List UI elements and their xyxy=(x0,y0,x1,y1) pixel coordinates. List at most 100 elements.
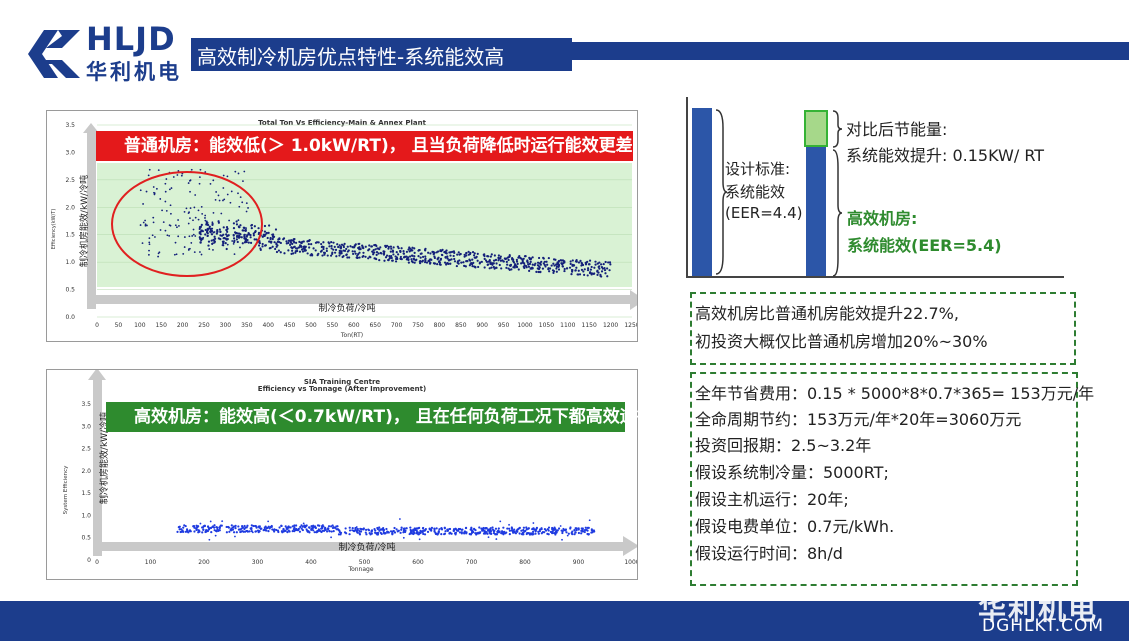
y-tick-label: 3.5 xyxy=(81,401,91,408)
data-point xyxy=(557,265,560,268)
data-point xyxy=(193,251,196,253)
data-point xyxy=(199,241,202,244)
data-point xyxy=(601,267,604,270)
data-point xyxy=(338,244,341,247)
data-point xyxy=(198,176,201,179)
data-point xyxy=(405,255,408,258)
data-point xyxy=(334,248,338,251)
data-point xyxy=(159,229,162,231)
data-point xyxy=(353,529,356,533)
data-point xyxy=(337,533,341,536)
data-point xyxy=(175,253,178,256)
data-point xyxy=(239,528,242,531)
data-point xyxy=(346,245,349,248)
data-point xyxy=(536,267,539,270)
data-point xyxy=(199,233,202,236)
data-point xyxy=(206,234,209,238)
data-point xyxy=(504,532,507,535)
data-point xyxy=(494,258,497,262)
data-point xyxy=(177,526,180,529)
data-point xyxy=(436,263,439,266)
data-point xyxy=(376,528,380,531)
data-point xyxy=(274,247,277,251)
data-point xyxy=(300,248,304,251)
data-point xyxy=(204,219,207,222)
data-point xyxy=(346,250,349,253)
data-point xyxy=(264,244,267,247)
data-point xyxy=(239,246,241,249)
data-point xyxy=(267,530,270,533)
data-point xyxy=(182,252,185,255)
x-tick-label: 450 xyxy=(284,322,296,329)
data-point xyxy=(261,242,264,246)
data-point xyxy=(560,529,563,532)
data-point xyxy=(287,241,290,245)
data-point xyxy=(372,251,375,254)
data-point xyxy=(339,531,343,534)
data-point xyxy=(391,531,394,535)
data-point xyxy=(593,266,596,269)
y-tick-label: 1.5 xyxy=(81,490,91,497)
data-point xyxy=(298,530,302,533)
chart-before: Total Ton Vs Efficiency-Main & Annex Pla… xyxy=(51,119,645,339)
data-point xyxy=(298,240,301,243)
data-point xyxy=(552,270,556,273)
data-point xyxy=(429,252,432,255)
calc-line: 假设运行时间：8h/d xyxy=(695,544,843,563)
data-point xyxy=(421,255,425,258)
x-tick-label: 600 xyxy=(348,322,360,329)
data-point xyxy=(234,527,237,530)
data-point xyxy=(169,204,172,207)
data-point xyxy=(386,258,390,262)
data-point xyxy=(289,239,292,242)
data-point xyxy=(565,531,568,534)
data-point xyxy=(522,257,525,260)
data-point xyxy=(339,246,342,249)
data-point xyxy=(495,538,498,540)
x-tick-label: 1250 xyxy=(624,322,637,329)
data-point xyxy=(176,174,179,176)
data-point xyxy=(187,222,190,225)
data-point xyxy=(200,229,203,232)
data-point xyxy=(245,526,248,529)
data-point xyxy=(225,226,229,229)
data-point xyxy=(230,527,233,530)
data-point xyxy=(458,527,462,531)
data-point xyxy=(225,247,228,251)
data-point xyxy=(523,266,526,270)
data-point xyxy=(276,240,279,243)
data-point xyxy=(386,530,390,534)
data-point xyxy=(239,224,242,227)
data-point xyxy=(494,533,497,536)
data-point xyxy=(236,240,239,244)
data-point xyxy=(198,226,202,229)
data-point xyxy=(289,526,292,529)
data-point xyxy=(178,225,180,227)
data-point xyxy=(410,248,413,251)
data-point xyxy=(543,260,546,263)
data-point xyxy=(295,524,298,527)
data-point xyxy=(468,252,472,256)
chart-after-ylabel-en: System Efficiency xyxy=(63,465,69,514)
data-point xyxy=(225,525,228,529)
data-point xyxy=(204,233,207,236)
data-point xyxy=(320,242,323,246)
data-point xyxy=(470,531,474,534)
data-point xyxy=(413,261,416,264)
data-point xyxy=(192,525,195,528)
data-point xyxy=(587,533,590,536)
data-point xyxy=(481,529,484,532)
data-point xyxy=(596,269,599,272)
data-point xyxy=(212,238,215,241)
data-point xyxy=(494,527,498,530)
data-point xyxy=(402,249,405,253)
x-tick-label: 550 xyxy=(327,322,339,329)
data-point xyxy=(358,532,361,535)
data-point xyxy=(354,526,357,530)
data-point xyxy=(470,527,473,530)
data-point xyxy=(258,526,261,529)
data-point xyxy=(192,228,195,231)
data-point xyxy=(501,531,505,534)
data-point xyxy=(241,530,244,533)
data-point xyxy=(529,260,532,263)
